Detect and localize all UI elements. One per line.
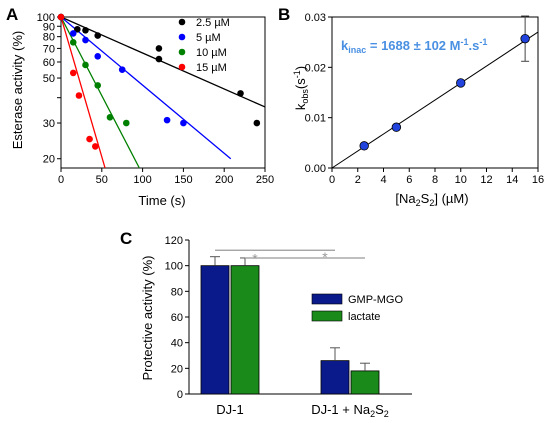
chart-b-y-tick-label: 0.02 <box>305 62 326 74</box>
chart-a-data-point <box>69 69 77 77</box>
chart-b-x-tick-label: 10 <box>455 174 467 186</box>
chart-a-data-point <box>57 13 65 21</box>
chart-b-y-tick-label: 0.03 <box>305 12 326 24</box>
chart-c-y-tick-label: 60 <box>171 312 183 324</box>
chart-c-significance-star: * <box>322 249 328 265</box>
chart-c-bar <box>200 265 230 395</box>
chart-b-x-axis-label: [Na2S2] (µM) <box>395 191 468 208</box>
chart-a-x-tick-label: 150 <box>174 174 192 186</box>
chart-b-x-tick-label: 14 <box>506 174 518 186</box>
chart-a-legend-label: 2.5 µM <box>196 17 230 29</box>
chart-b-y-tick-label: 0.01 <box>305 113 326 125</box>
chart-b-x-tick-label: 16 <box>532 174 544 186</box>
chart-a-data-point <box>69 39 77 46</box>
chart-a-data-point <box>253 119 261 127</box>
chart-c-y-axis-label: Protective activity (%) <box>140 256 155 381</box>
panel-a-label: A <box>6 5 18 24</box>
chart-a-data-point <box>180 119 187 127</box>
chart-a-x-tick-label: 100 <box>133 174 151 186</box>
chart-a-legend-marker <box>178 48 186 56</box>
chart-a-x-axis-label: Time (s) <box>138 193 185 208</box>
chart-a-data-point <box>122 119 130 127</box>
chart-b-x-tick-label: 4 <box>380 174 386 186</box>
chart-a-data-point <box>91 143 99 150</box>
chart-c-y-tick-label: 120 <box>165 235 183 247</box>
chart-c-y-tick-label: 80 <box>171 286 183 298</box>
chart-a-y-tick-label: 80 <box>43 32 55 44</box>
chart-a-y-tick-label: 50 <box>43 73 55 85</box>
chart-a-data-point <box>163 116 171 124</box>
chart-c-legend-label: GMP-MGO <box>348 294 403 306</box>
chart-a-y-tick-label: 60 <box>43 57 55 69</box>
chart-a-legend-marker <box>178 18 186 26</box>
chart-a-data-point <box>75 92 83 99</box>
chart-a-x-tick-label: 50 <box>96 174 108 186</box>
chart-a-plot-frame <box>60 16 266 169</box>
chart-a-data-point <box>86 135 93 143</box>
chart-a-x-tick-label: 0 <box>58 174 64 186</box>
chart-a-x-tick-label: 250 <box>256 174 274 186</box>
chart-b-data-point <box>359 141 369 151</box>
chart-c-legend-swatch <box>311 293 343 305</box>
chart-a-legend-marker <box>178 63 186 71</box>
chart-c-y-tick-label: 0 <box>177 389 183 401</box>
chart-c-category-label: DJ-1 <box>216 402 243 417</box>
chart-b-x-tick-label: 2 <box>355 174 361 186</box>
chart-b-data-point <box>520 33 530 44</box>
chart-a-y-tick-label: 90 <box>43 21 55 33</box>
panel-c-label: C <box>120 229 132 248</box>
chart-a-data-point <box>82 36 89 44</box>
chart-a-y-tick-label: 100 <box>37 12 55 24</box>
chart-b-x-tick-label: 6 <box>406 174 412 186</box>
chart-a-data-point <box>94 82 102 89</box>
chart-b-data-point <box>391 122 402 132</box>
chart-a-y-tick-label: 20 <box>43 154 55 166</box>
chart-a-legend-label: 15 µM <box>196 62 227 74</box>
chart-b-annotation: kinac = 1688 ± 102 M-1.s-1 <box>341 37 487 55</box>
chart-b-y-tick-label: 0.00 <box>305 163 326 175</box>
chart-a-fit-line <box>60 16 266 108</box>
chart-a-data-point <box>237 90 244 97</box>
chart-c-y-tick-label: 20 <box>171 363 183 375</box>
chart-b-x-tick-label: 0 <box>329 174 335 186</box>
chart-a-data-point <box>82 61 89 69</box>
chart-a-y-tick-label: 30 <box>43 118 55 130</box>
chart-a: Esterase activity (%) Time (s) 0 50 100 150… <box>10 12 274 208</box>
chart-c-y-tick-label: 40 <box>171 338 183 350</box>
chart-a-data-point <box>69 30 77 37</box>
chart-a-legend-label: 5 µM <box>196 32 221 44</box>
chart-a-data-point <box>106 114 114 121</box>
chart-b-data-point <box>456 78 466 88</box>
chart-a-y-tick-label: 70 <box>43 43 55 55</box>
chart-a-data-point <box>155 45 163 52</box>
chart-c-category-label: DJ-1 + Na2S2 <box>311 402 389 419</box>
chart-b-x-tick-label: 8 <box>432 174 438 186</box>
chart-b: kobs(s-1) [Na2S2] (µM) kinac = 1688 ± 10… <box>292 12 544 208</box>
chart-c-significance-star: * <box>252 250 258 266</box>
chart-c-legend-swatch <box>311 310 343 322</box>
chart-c-bar <box>350 370 380 395</box>
chart-a-legend-marker <box>178 33 186 41</box>
chart-a-data-point <box>155 55 163 63</box>
chart-c-bar <box>320 360 350 395</box>
chart-b-x-tick-label: 12 <box>480 174 492 186</box>
chart-a-fit-line <box>60 16 106 169</box>
chart-a-x-tick-label: 200 <box>215 174 233 186</box>
chart-c-y-tick-label: 100 <box>165 261 183 273</box>
chart-a-data-point <box>74 25 81 33</box>
chart-c-bar <box>230 265 260 395</box>
panel-b-label: B <box>278 5 290 24</box>
chart-a-data-point <box>94 32 102 39</box>
chart-a-y-axis-label: Esterase activity (%) <box>10 31 25 149</box>
chart-a-data-point <box>118 66 126 73</box>
chart-c: Protective activity (%) DJ-1 DJ-1 + Na2S… <box>140 235 412 419</box>
chart-a-data-point <box>82 26 89 34</box>
chart-a-legend-label: 10 µM <box>196 47 227 59</box>
chart-a-data-point <box>94 52 102 60</box>
chart-a-fit-line <box>60 16 232 160</box>
chart-c-legend-label: lactate <box>348 311 380 323</box>
